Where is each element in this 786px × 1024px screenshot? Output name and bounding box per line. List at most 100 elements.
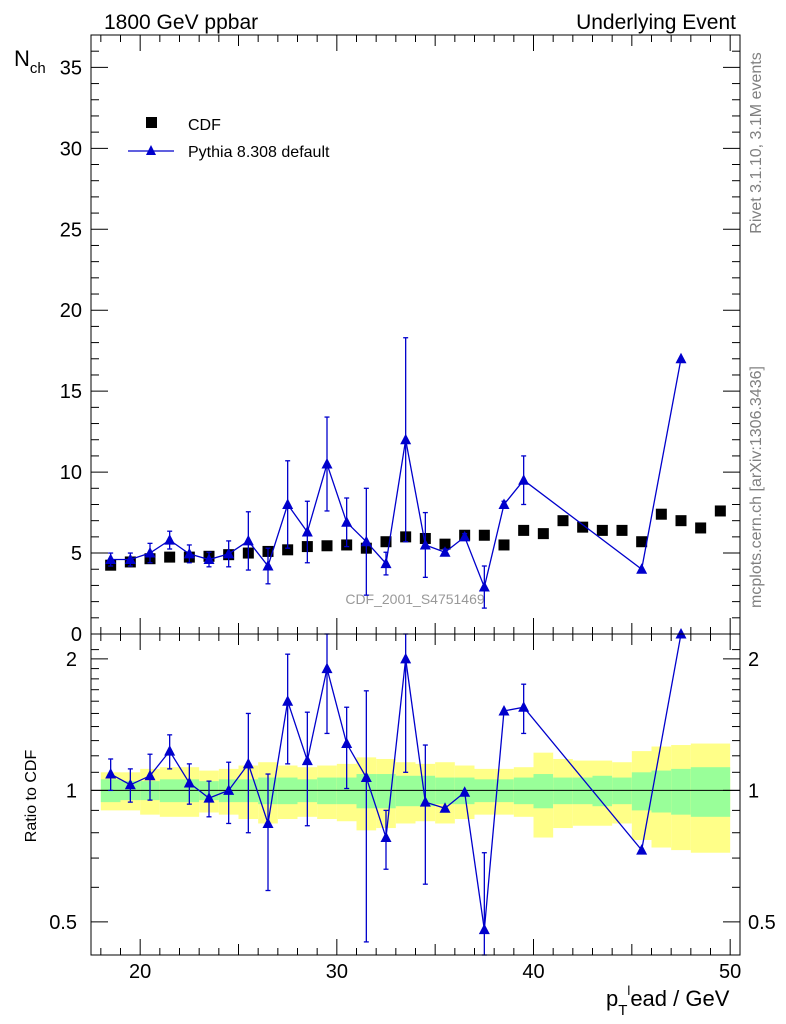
pythia-point: [675, 352, 687, 364]
pythia-point: [105, 553, 117, 565]
legend-cdf-marker: [146, 117, 157, 128]
pythia-line: [110, 358, 682, 590]
ratio-band-inner: [651, 770, 672, 813]
cdf-point: [675, 515, 687, 527]
ratio-band-inner: [592, 775, 613, 807]
pythia-ratio-point: [282, 695, 294, 706]
y-tick-label: 10: [60, 462, 82, 484]
ratio-tick-label-right: 1: [748, 780, 759, 802]
cdf-point: [380, 536, 392, 548]
header-left: 1800 GeV ppbar: [104, 11, 258, 34]
pythia-ratio-point: [675, 628, 687, 639]
ratio-tick-label: 0.5: [49, 912, 77, 934]
cdf-point: [518, 524, 530, 536]
ratio-band-inner: [376, 774, 396, 809]
pythia-ratio-point: [498, 704, 510, 716]
header-right: Underlying Event: [576, 11, 736, 34]
pythia-point: [459, 530, 471, 542]
pythia-point: [223, 547, 235, 559]
ratio-tick-label-right: 0.5: [748, 912, 776, 934]
ratio-tick-label: 1: [66, 780, 77, 802]
pythia-ratio-point: [360, 771, 372, 783]
ratio-band-inner: [395, 775, 416, 807]
pythia-point: [262, 560, 274, 571]
pythia-point: [498, 498, 510, 509]
pythia-ratio-point: [380, 831, 392, 843]
pythia-ratio-point: [223, 784, 235, 795]
pythia-point: [400, 433, 412, 445]
pythia-point: [518, 474, 530, 485]
pythia-ratio-point: [301, 754, 313, 766]
cdf-point: [714, 505, 726, 517]
pythia-point: [341, 516, 353, 527]
pythia-point: [419, 538, 431, 550]
ratio-band-inner: [671, 768, 691, 815]
x-tick-label: 50: [719, 961, 741, 983]
pythia-ratio-point: [419, 796, 431, 807]
ratio-band-inner: [690, 767, 711, 817]
pythia-point: [478, 581, 490, 592]
cdf-point: [577, 521, 589, 533]
pythia-ratio-point: [478, 923, 490, 935]
plot-frames: [90, 34, 741, 956]
pythia-point: [321, 458, 333, 469]
cdf-point: [439, 538, 451, 550]
rivet-version-label: Rivet 3.1.10, 3.1M events: [748, 52, 765, 233]
x-tick-label: 30: [326, 961, 348, 983]
cdf-point: [636, 536, 648, 548]
cdf-points: [105, 505, 726, 571]
x-tick-label: 40: [522, 961, 544, 983]
pythia-ratio-line: [110, 633, 682, 930]
pythia-ratio-point: [105, 768, 117, 779]
ratio-band-inner: [710, 767, 731, 817]
cdf-point: [596, 524, 608, 536]
pythia-ratio-point: [321, 662, 333, 674]
ratio-panel-frame: [90, 633, 741, 956]
y-tick-label: 5: [71, 543, 82, 565]
pythia-point: [183, 547, 195, 559]
cdf-point: [616, 524, 628, 536]
cdf-point: [537, 528, 549, 540]
x-tick-label: 20: [129, 961, 151, 983]
ratio-axis-label: Ratio to CDF: [23, 750, 40, 843]
pythia-ratio-point: [262, 817, 274, 828]
pythia-ratio-point: [518, 701, 530, 712]
mcplots-label: mcplots.cern.ch [arXiv:1306.3436]: [748, 366, 765, 608]
y-tick-label: 0: [71, 624, 82, 646]
cdf-point: [498, 539, 510, 551]
pythia-ratio-point: [400, 652, 412, 664]
axis-ticks: 20 30 40 50 0 5 10 15 20 25 30 35 0.5 0.5 1 1 2 2: [49, 34, 776, 983]
y-axis-label: Nch: [14, 46, 46, 77]
pythia-ratio-point: [459, 786, 471, 797]
pythia-point: [242, 534, 254, 546]
pythia-ratio-point: [183, 776, 195, 788]
pythia-point: [301, 526, 313, 537]
analysis-watermark: CDF_2001_S4751469: [345, 591, 485, 607]
y-tick-label: 25: [60, 219, 82, 241]
pythia-series: [105, 337, 687, 956]
cdf-point: [695, 522, 707, 534]
pythia-ratio-point: [203, 792, 215, 803]
pythia-ratio-point: [242, 757, 254, 769]
y-tick-label: 15: [60, 381, 82, 403]
legend-pythia-label: Pythia 8.308 default: [188, 144, 330, 161]
cdf-point: [655, 508, 667, 520]
cdf-point: [478, 529, 490, 541]
pythia-point: [124, 553, 136, 565]
pythia-ratio-point: [124, 778, 136, 790]
pythia-point: [144, 547, 156, 558]
pythia-point: [203, 553, 215, 565]
legend-cdf-label: CDF: [188, 117, 221, 134]
ratio-tick-label: 2: [66, 649, 77, 671]
pythia-point: [282, 498, 294, 509]
cdf-point: [282, 544, 294, 556]
pythia-point: [380, 557, 392, 569]
ratio-band-inner: [533, 774, 554, 809]
pythia-point: [164, 534, 176, 545]
legend-pythia-marker: [146, 145, 156, 155]
pythia-point: [636, 563, 648, 574]
y-tick-label: 30: [60, 138, 82, 160]
pythia-point: [360, 535, 372, 547]
ratio-tick-label-right: 2: [748, 649, 759, 671]
